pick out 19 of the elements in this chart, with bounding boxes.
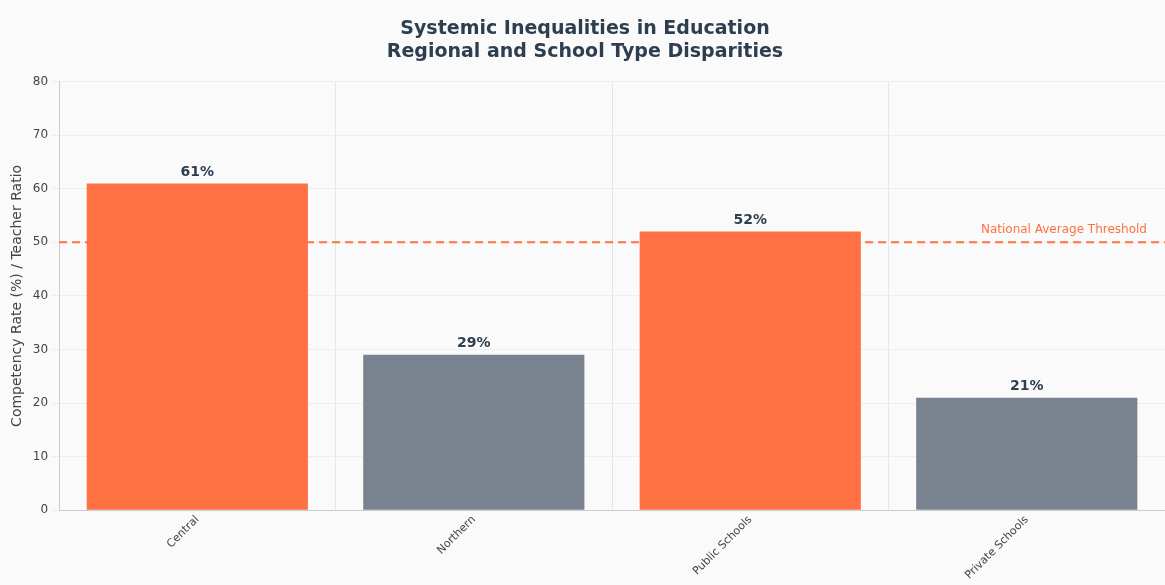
y-tick-label: 70 <box>32 127 49 142</box>
data-label: 61% <box>180 163 215 180</box>
y-tick-label: 0 <box>40 502 49 517</box>
y-tick-label: 10 <box>32 448 49 463</box>
y-tick-label: 30 <box>32 341 49 356</box>
y-tick-label: 60 <box>32 180 49 195</box>
data-label: 29% <box>457 334 491 351</box>
chart-subtitle: Regional and School Type Disparities <box>386 39 784 62</box>
y-tick-label: 20 <box>32 395 49 410</box>
y-axis-title: Competency Rate (%) / Teacher Ratio <box>8 164 25 427</box>
chart-title: Systemic Inequalities in Education <box>400 16 770 39</box>
data-label: 21% <box>1010 377 1044 394</box>
data-label: 52% <box>733 211 768 228</box>
y-tick-label: 80 <box>32 73 49 88</box>
y-tick-label: 50 <box>32 234 49 249</box>
bar <box>363 354 585 510</box>
ref-line-label: National Average Threshold <box>980 222 1147 237</box>
y-tick-label: 40 <box>32 288 49 303</box>
bar <box>916 397 1138 510</box>
